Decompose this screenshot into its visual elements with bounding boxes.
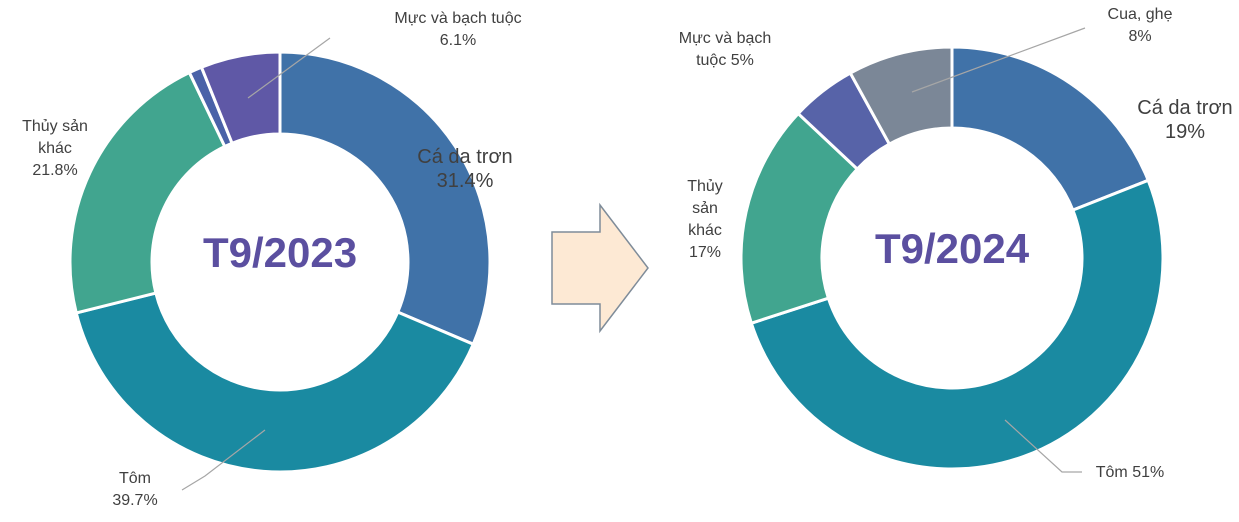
value-label: 51%: [1132, 464, 1165, 481]
value-label: 39.7%: [112, 492, 158, 509]
category-label: Cua, ghẹ: [1107, 6, 1173, 23]
arrow: [551, 202, 649, 334]
slice: [278, 50, 492, 347]
slice: [68, 70, 227, 315]
category-label: Tôm: [1095, 464, 1128, 481]
category-label: Cá da trơn: [417, 146, 513, 168]
leader-line: [247, 37, 331, 99]
slice: [749, 178, 1165, 471]
leader-line: [911, 27, 1086, 93]
slice: [74, 291, 476, 474]
center-title: T9/2023: [203, 229, 357, 276]
data-label: Cua, ghẹ 8%: [1090, 4, 1190, 48]
category-label: Mực và bạch tuộc: [394, 10, 522, 27]
category-label: Tôm: [119, 470, 151, 487]
value-label: 6.1%: [439, 32, 477, 49]
category-label: Thủy sản khác: [22, 118, 88, 157]
data-label: Thủy sản khác 21.8%: [10, 116, 100, 182]
slice: [199, 50, 282, 146]
value-label: 21.8%: [32, 162, 78, 179]
data-label: Mực và bạch tuộc 6.1%: [348, 8, 568, 52]
center-title: T9/2024: [875, 225, 1030, 272]
data-label: Thủy sản khác 17%: [680, 176, 730, 264]
value-label: 5%: [730, 52, 754, 69]
data-label: Cá da trơn 19%: [1120, 96, 1239, 144]
slice: [848, 45, 954, 147]
category-label: Thủy sản khác: [687, 178, 723, 239]
value-label: 17%: [688, 244, 722, 261]
value-label: 8%: [1128, 28, 1152, 45]
category-label: Mực và bạch tuộc: [678, 30, 772, 69]
value-label: 19%: [1164, 121, 1206, 143]
slice: [950, 45, 1151, 213]
value-label: 31.4%: [436, 170, 494, 192]
leader-line: [1004, 419, 1082, 473]
data-label: Cá da trơn 31.4%: [395, 145, 535, 193]
data-label: Tôm 51%: [1075, 462, 1185, 484]
leader-line: [181, 429, 266, 491]
category-label: Cá da trơn: [1137, 97, 1233, 119]
data-label: Mực và bạch tuộc 5%: [665, 28, 785, 72]
data-label: Tôm 39.7%: [95, 468, 175, 512]
